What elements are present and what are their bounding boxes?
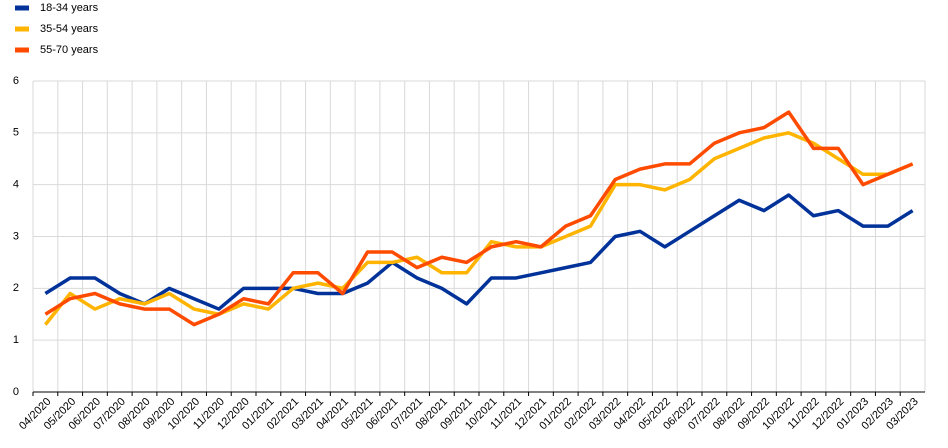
y-tick-label: 1 [13,334,19,346]
legend-label: 35-54 years [40,23,99,35]
line-series [44,131,914,326]
y-tick-label: 2 [13,282,19,294]
legend-label: 55-70 years [40,44,99,56]
line-series [44,110,914,327]
y-tick-label: 3 [13,230,19,242]
y-tick-label: 4 [13,179,19,191]
legend-swatch [15,26,29,32]
legend-label: 18-34 years [40,2,99,14]
legend-swatch [15,47,29,53]
y-tick-label: 6 [13,75,19,87]
y-tick-label: 5 [13,127,19,139]
y-tick-label: 0 [13,386,19,398]
legend-swatch [15,5,29,11]
line-series [44,193,914,311]
